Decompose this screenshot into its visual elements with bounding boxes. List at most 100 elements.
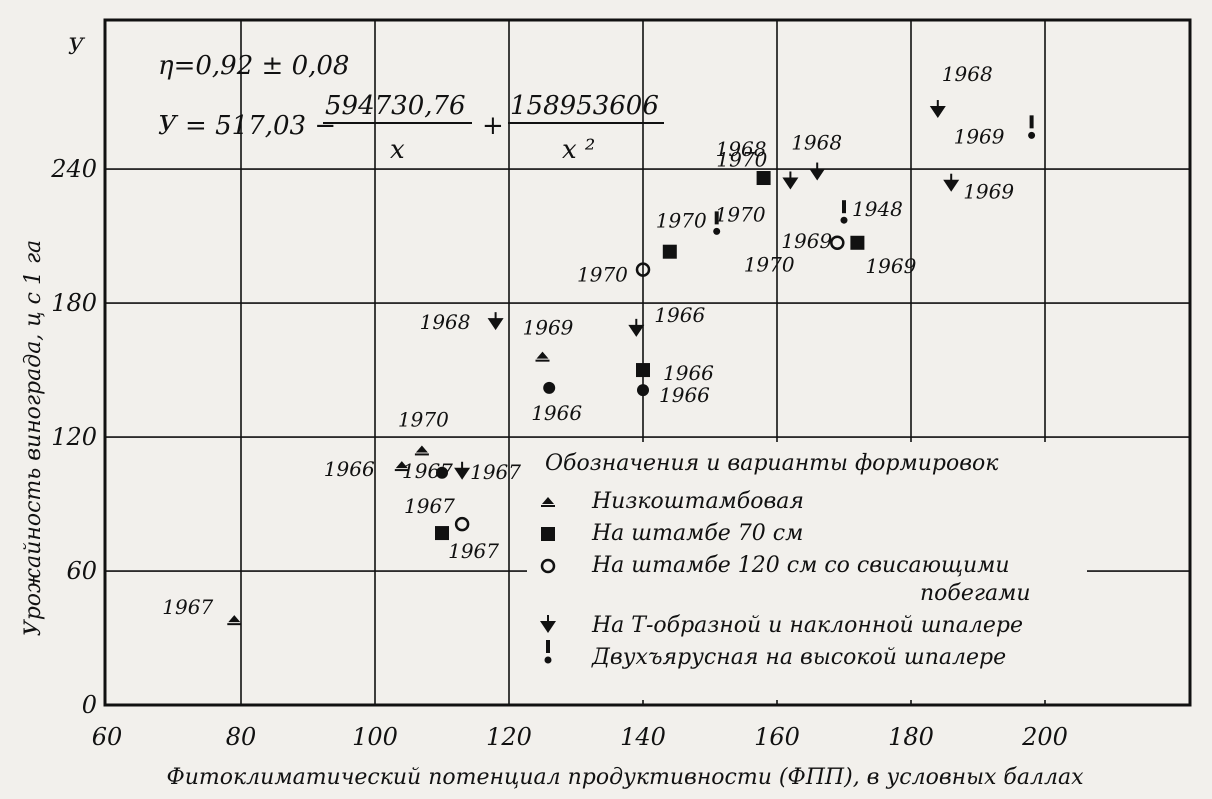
y-axis-title: Урожайность винограда, ц с 1 га [21,240,46,636]
marker-diamond [628,324,645,337]
x-axis-title: Фитоклиматический потенциал продуктивнос… [166,765,1084,790]
marker-square [636,363,650,378]
marker-dot [637,384,649,397]
point-year-label: 1969 [523,316,574,340]
point-year-label: 1966 [531,401,582,425]
point-tri [535,351,550,362]
point-year-label: 1968 [942,62,993,86]
point-excl [840,200,848,224]
legend-marker-tri [541,497,555,507]
marker-dot [436,466,448,479]
marker-triangle [542,497,554,504]
marker-square [662,244,677,259]
marker-square [756,171,771,186]
point-year-label: 1970 [398,407,449,431]
point-dot [436,466,448,479]
legend-background [527,442,1087,700]
eta-text: η=0,92 ± 0,08 [158,51,349,81]
marker-diamond [487,318,504,331]
point-year-label: 1967 [470,460,521,484]
legend: Обозначения и варианты формировок Низкош… [540,451,1031,670]
marker-diamond [540,621,556,633]
legend-marker-excl [544,640,552,664]
grid [105,20,1190,705]
x-tick-label: 160 [754,723,800,751]
point-year-label: 1967 [448,539,499,563]
point-year-label: 1969 [963,180,1014,204]
point-year-label: 1969 [865,254,916,278]
point-square [636,363,650,378]
marker-triangle [415,445,428,453]
marker-diamond [809,168,826,181]
legend-label: побегами [920,581,1031,606]
marker-diamond [454,467,471,480]
x-tick-label: 180 [888,723,934,751]
legend-label: Низкоштамбовая [591,489,804,514]
point-square [756,171,771,186]
marker-square [541,527,555,541]
x-tick-label: 140 [620,723,666,751]
point-year-label: 1966 [663,361,714,385]
marker-point [840,216,848,224]
marker-ring [454,516,470,532]
x-tick-label: 100 [352,723,398,751]
point-labels: 1967196619701969196719661970196819691967… [162,62,1014,619]
denominator-1: x [390,135,405,165]
point-tri [227,615,242,626]
point-excl [713,211,721,235]
point-diamond [454,461,471,480]
point-diamond [943,173,960,192]
numerator-1: 594730,76 [325,91,466,121]
point-year-label: 1968 [420,310,471,334]
point-dot [543,381,556,394]
point-diamond [782,171,799,190]
marker-point [1028,131,1036,139]
marker-triangle [395,461,408,469]
point-year-label: 1970 [744,253,795,277]
y-tick-label: 120 [51,423,97,451]
plus-sign: + [482,111,504,141]
point-dot [637,384,649,397]
marker-dot [543,381,556,394]
marker-ring [540,558,556,574]
point-square [850,235,865,250]
point-year-label: 1948 [852,197,903,221]
plot-frame [103,18,1192,707]
point-year-label: 1967 [404,494,455,518]
y-axis-letter: У [68,35,86,60]
point-tri [414,445,429,456]
legend-label: На штамбе 120 см со свисающими [591,553,1010,578]
point-year-label: 1969 [781,229,832,253]
point-year-label: 1970 [656,209,707,233]
legend-label: На штамбе 70 см [591,521,803,546]
x-tick-label: 60 [92,723,123,751]
point-year-label: 1968 [716,137,767,161]
point-year-label: 1967 [402,459,453,483]
point-diamond [929,100,946,119]
point-diamond [487,312,504,331]
legend-label: На Т-образной и наклонной шпалере [591,613,1023,638]
tick-labels: 60 80 100 120 140 160 180 200 0 60 120 180 240 [50,155,1068,751]
marker-ring [830,235,845,251]
point-year-label: 1969 [954,124,1005,148]
point-year-label: 1966 [324,457,375,481]
marker-diamond [782,177,799,190]
point-ring [830,235,845,251]
legend-marker-ring [540,558,556,574]
y-tick-label: 180 [51,289,97,317]
marker-square [435,526,449,541]
point-ring [635,262,651,277]
point-square [435,526,449,541]
point-diamond [809,162,826,181]
point-year-label: 1970 [715,202,766,226]
equation-prefix: У = 517,03 − [158,111,336,141]
legend-marker-diamond [540,615,556,633]
x-tick-label: 80 [226,723,257,751]
marker-diamond [929,106,946,119]
point-year-label: 1966 [659,383,710,407]
point-year-label: 1967 [162,595,213,619]
equation: η=0,92 ± 0,08 У = 517,03 − 594730,76 x +… [158,51,664,165]
legend-marker-square [541,527,555,541]
point-year-label: 1970 [577,263,628,287]
